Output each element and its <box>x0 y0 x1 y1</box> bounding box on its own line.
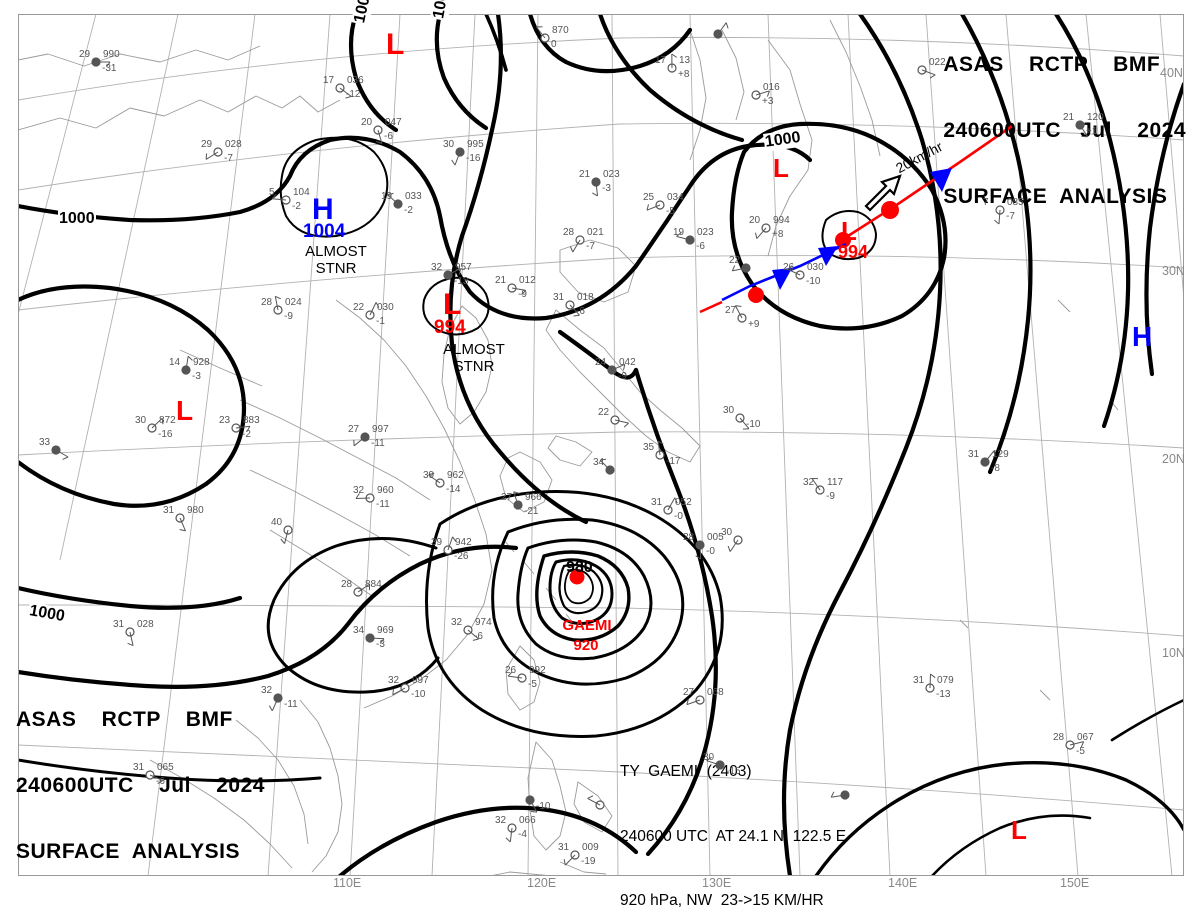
pressure-value-low-honshu: 994 <box>434 317 466 338</box>
pressure-symbol-low-top-left: L <box>386 28 405 61</box>
coastline-layer <box>18 19 1119 876</box>
pressure-value-high-japan-sea: 1004 <box>303 221 346 242</box>
motion-label-high-japan-sea: ALMOST STNR <box>305 243 367 277</box>
pressure-symbol-low-west: L <box>176 395 194 426</box>
lat-label-40n: 40N <box>1160 66 1183 80</box>
header-top-line2: 240600UTC Jul 2024 <box>943 119 1186 142</box>
pressure-symbol-low-okhotsk: L <box>841 216 857 246</box>
isobar-label-1: 1000 <box>58 210 96 228</box>
header-bottom-line1: ASAS RCTP BMF <box>16 708 233 731</box>
header-bottom-line2: 240600UTC Jul 2024 <box>16 774 265 797</box>
lon-label-140e: 140E <box>888 876 918 890</box>
header-bottom: ASAS RCTP BMF 240600UTC Jul 2024 SURFACE… <box>16 669 265 903</box>
lon-label-150e: 150E <box>1060 876 1090 890</box>
motion-arrow-icon <box>864 174 902 212</box>
graticule-layer <box>18 14 1184 876</box>
warm-front-line <box>847 124 1013 238</box>
cold-front-barb <box>930 168 952 192</box>
header-top-line1: ASAS RCTP BMF <box>943 53 1161 76</box>
typhoon-center-marker <box>569 569 585 585</box>
pressure-symbol-high-pacific: H <box>1132 321 1153 352</box>
warm-front-bump <box>835 232 851 248</box>
header-top-line3: SURFACE ANALYSIS <box>943 185 1168 208</box>
warm-front-bump <box>881 201 899 219</box>
motion-label-low-honshu: ALMOST STNR <box>443 341 505 375</box>
typhoon-pressure-label: 920 <box>573 637 599 654</box>
pressure-value-low-okhotsk: 994 <box>838 242 869 262</box>
lon-label-120e: 120E <box>527 876 557 890</box>
lon-label-130e: 130E <box>702 876 732 890</box>
isobar-layer <box>18 14 1184 876</box>
typhoon-center-contour-label: 980 <box>566 559 593 576</box>
typhoon-info-line1: TY GAEMI (2403) <box>620 763 752 780</box>
lon-label-110e: 110E <box>333 876 362 890</box>
cold-front-barb <box>818 246 838 266</box>
front-tail <box>699 300 723 314</box>
header-top: ASAS RCTP BMF 240600UTC Jul 2024 SURFACE… <box>943 14 1186 248</box>
typhoon-name-label: GAEMI <box>562 617 612 634</box>
pressure-symbol-low-honshu: L <box>443 288 462 321</box>
lat-label-10n: 10N <box>1162 646 1185 660</box>
pressure-symbol-low-southeast: L <box>1011 815 1027 845</box>
typhoon-info-block: TY GAEMI (2403) 240600 UTC AT 24.1 N, 12… <box>620 718 979 919</box>
lat-label-20n: 20N <box>1162 452 1185 466</box>
typhoon-info-line3: 920 hPa, NW 23->15 KM/HR <box>620 892 824 909</box>
lat-label-30n: 30N <box>1162 264 1185 278</box>
pressure-symbol-high-japan-sea: H <box>312 193 334 226</box>
header-bottom-line3: SURFACE ANALYSIS <box>16 840 240 863</box>
typhoon-info-line2: 240600 UTC AT 24.1 N, 122.5 E <box>620 827 847 845</box>
warm-front-bump <box>748 287 764 303</box>
front-layer <box>699 124 1013 314</box>
cold-front-barb <box>772 268 792 290</box>
pressure-symbol-low-northeast: L <box>773 153 789 183</box>
